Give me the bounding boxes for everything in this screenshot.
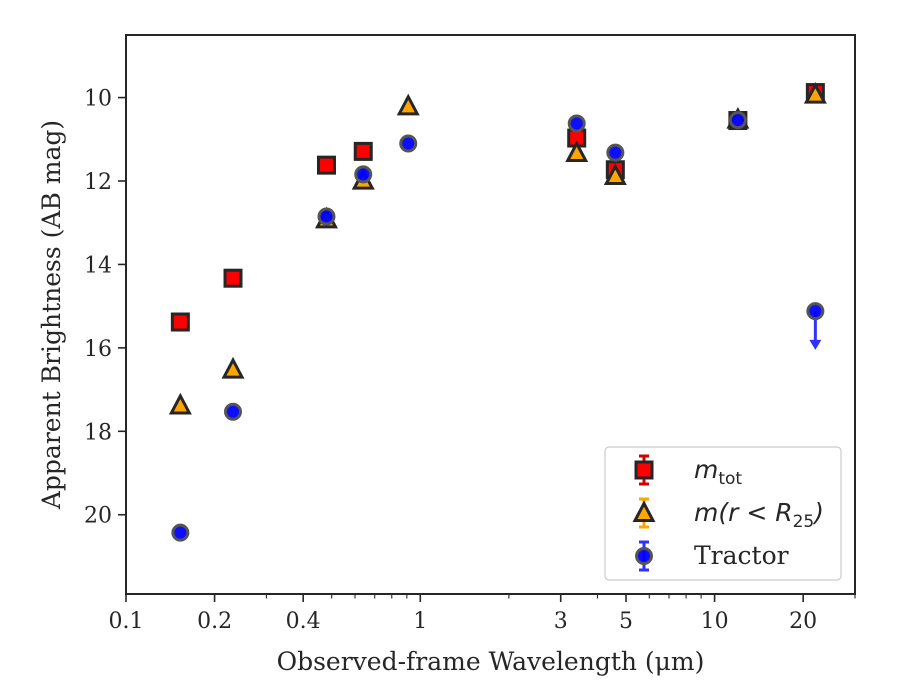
y-tick-label: 10 (84, 87, 112, 112)
y-axis-label: Apparent Brightness (AB mag) (37, 120, 66, 510)
legend-marker (632, 500, 656, 522)
mtot-point (353, 141, 373, 161)
legend-label: Tractor (694, 541, 789, 570)
legend-label: mtot (694, 455, 742, 489)
m-r25-point (803, 81, 827, 104)
y-tick-label: 18 (84, 420, 112, 445)
y-tick-label: 20 (84, 504, 112, 529)
m-r25-point (221, 356, 245, 379)
x-tick-label: 1 (413, 609, 427, 634)
series-tractor (171, 111, 825, 542)
upper-limit-arrow-head (809, 339, 822, 350)
tractor-point (728, 111, 747, 130)
mtot-point (223, 268, 243, 288)
m-r25-point (603, 163, 627, 186)
legend-label: m(r < R25) (694, 498, 824, 532)
plot-frame (125, 34, 856, 595)
x-tick-label: 0.2 (197, 609, 232, 634)
y-tick-label: 12 (84, 170, 112, 195)
x-tick-label: 0.1 (109, 609, 144, 634)
legend-entry-tractor: Tractor (635, 540, 789, 572)
tractor-point (171, 523, 190, 542)
legend-marker (634, 460, 654, 480)
series-m-r25 (168, 81, 827, 415)
legend: mtot m(r < R25) Tractor (604, 446, 842, 581)
m-r25-point (565, 140, 589, 163)
tractor-point (224, 402, 243, 421)
tractor-point (567, 114, 586, 133)
y-tick-label: 16 (84, 337, 112, 362)
mtot-point (170, 312, 190, 332)
legend-marker (635, 547, 653, 565)
y-tick-label: 14 (84, 253, 112, 278)
x-tick-label: 0.4 (286, 609, 321, 634)
tractor-point (354, 165, 373, 184)
legend-entry-mtot: mtot (634, 454, 742, 489)
x-tick-label: 5 (619, 609, 633, 634)
x-tick-label: 20 (789, 609, 817, 634)
m-r25-point (168, 392, 192, 415)
x-tick-label: 3 (554, 609, 568, 634)
tractor-point (317, 207, 336, 226)
tractor-point (606, 143, 625, 162)
x-axis-label: Observed-frame Wavelength (μm) (277, 647, 705, 676)
m-r25-point (396, 93, 420, 116)
legend-box (604, 446, 842, 581)
tractor-point (806, 302, 825, 321)
legend-entry-m-r25: m(r < R25) (632, 497, 824, 532)
series-mtot (170, 83, 825, 332)
x-tick-label: 10 (701, 609, 729, 634)
tractor-point (399, 134, 418, 153)
mtot-point (316, 155, 336, 175)
